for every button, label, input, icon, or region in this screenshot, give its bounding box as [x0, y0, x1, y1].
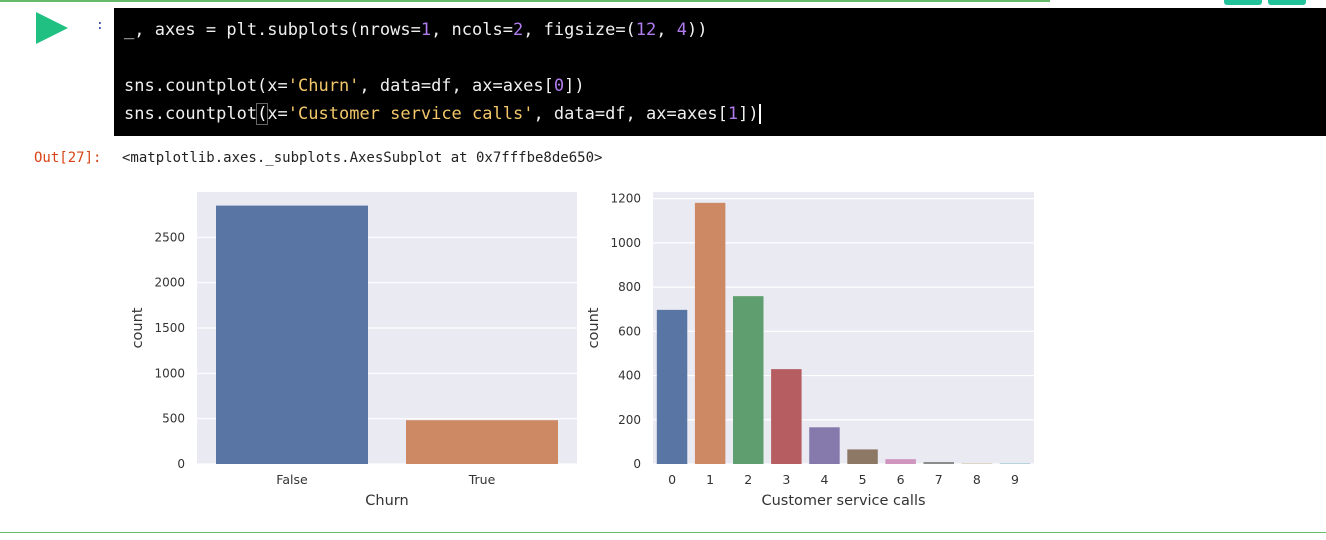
- x-tick-label: False: [276, 472, 308, 487]
- x-tick-label: 9: [1011, 472, 1019, 487]
- input-prompt: :: [96, 18, 104, 33]
- bar-4: [809, 427, 840, 464]
- bar-2: [733, 296, 764, 464]
- x-tick-label: 2: [744, 472, 752, 487]
- text-cursor: [758, 104, 761, 124]
- bar-1: [694, 202, 726, 465]
- bar-5: [847, 449, 878, 464]
- y-tick-label: 400: [618, 369, 641, 383]
- y-axis-label: count: [586, 307, 602, 348]
- x-tick-label: 6: [897, 472, 905, 487]
- code-line-2: sns.countplot(x='Churn', data=df, ax=axe…: [124, 76, 585, 96]
- x-tick-label: 8: [973, 472, 981, 487]
- chart-2: 0 200 400 600 800 1000 1200 0 1 2 3 4 5 6 7 8 9 Customer …: [586, 192, 1034, 509]
- y-tick-label: 1000: [154, 366, 185, 380]
- run-cell-icon[interactable]: [36, 12, 68, 44]
- y-tick-label: 600: [618, 324, 641, 338]
- code-line-1: _, axes = plt.subplots(nrows=1, ncols=2,…: [124, 20, 708, 40]
- bar-True: [406, 420, 558, 464]
- y-tick-label: 2000: [154, 276, 185, 290]
- bar-0: [656, 309, 688, 464]
- toolbar-button-left[interactable]: [1224, 0, 1262, 5]
- y-tick-label: 200: [618, 413, 641, 427]
- x-tick-label: 3: [782, 472, 790, 487]
- output-prompt: Out[27]:: [34, 150, 102, 166]
- bar-7: [923, 462, 954, 464]
- y-tick-label: 1200: [610, 192, 641, 206]
- y-tick-label: 1500: [154, 321, 185, 335]
- y-tick-label: 800: [618, 280, 641, 294]
- cell-border-top: [0, 0, 1050, 2]
- x-tick-label: 7: [935, 472, 943, 487]
- chart-1: 0 500 1000 1500 2000 2500 False True Churn count: [130, 192, 577, 509]
- y-tick-label: 0: [633, 457, 641, 471]
- x-axis-label: Churn: [365, 493, 408, 509]
- plot-output: 0 500 1000 1500 2000 2500 False True Churn count 0…: [110, 184, 1050, 514]
- bar-6: [885, 459, 916, 464]
- y-tick-label: 500: [162, 412, 185, 426]
- y-tick-label: 2500: [154, 230, 185, 244]
- bar-3: [771, 369, 802, 464]
- output-text: <matplotlib.axes._subplots.AxesSubplot a…: [122, 150, 603, 166]
- x-tick-label: 4: [820, 472, 828, 487]
- x-tick-label: 0: [668, 472, 676, 487]
- bar-False: [216, 205, 368, 464]
- x-tick-label: 5: [859, 472, 867, 487]
- cell-border-bottom: [0, 532, 1326, 533]
- x-tick-label: 1: [706, 472, 714, 487]
- code-line-3: sns.countplot(x='Customer service calls'…: [124, 103, 761, 125]
- y-tick-label: 1000: [610, 236, 641, 250]
- y-axis-label: count: [130, 307, 146, 348]
- code-editor[interactable]: _, axes = plt.subplots(nrows=1, ncols=2,…: [114, 8, 1326, 136]
- x-tick-label: True: [468, 472, 496, 487]
- y-tick-label: 0: [177, 457, 185, 471]
- toolbar-button-right[interactable]: [1268, 0, 1306, 5]
- x-axis-label: Customer service calls: [761, 493, 925, 509]
